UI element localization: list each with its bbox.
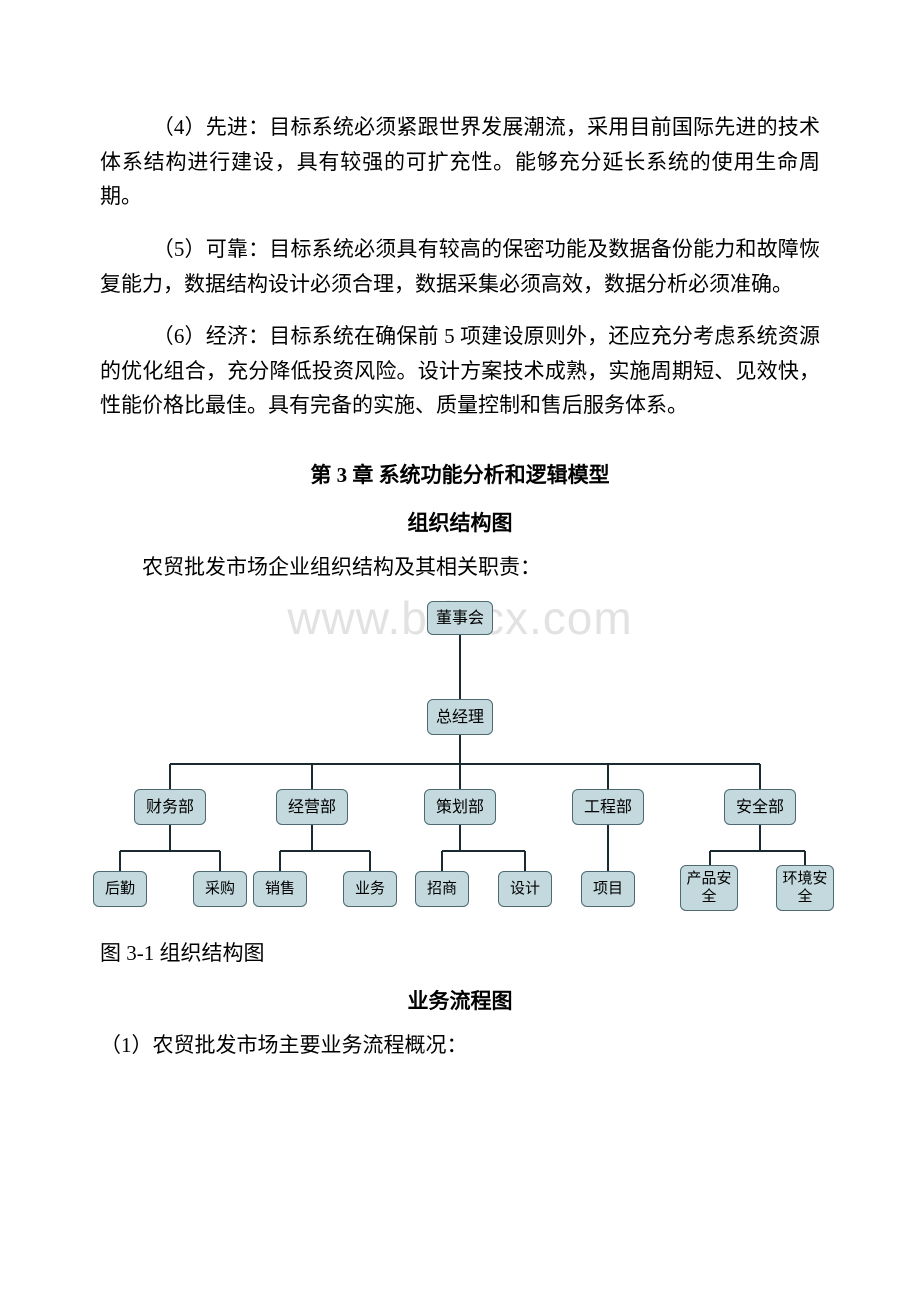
paragraph-6-text: （6）经济：目标系统在确保前 5 项建设原则外，还应充分考虑系统资源的优化组合，… [100, 324, 820, 417]
node-leaf-purchase: 采购 [193, 871, 247, 907]
section-2-title: 业务流程图 [100, 985, 820, 1015]
section-2-intro: （1）农贸批发市场主要业务流程概况： [100, 1029, 820, 1059]
section-1-intro-text: 农贸批发市场企业组织结构及其相关职责： [142, 555, 541, 579]
node-leaf-design: 设计 [498, 871, 552, 907]
node-leaf-logistics: 后勤 [93, 871, 147, 907]
node-dept-engineering: 工程部 [572, 789, 644, 825]
paragraph-5-text: （5）可靠：目标系统必须具有较高的保密功能及数据备份能力和故障恢复能力，数据结构… [100, 237, 820, 296]
node-leaf-sales: 销售 [253, 871, 307, 907]
node-leaf-business: 业务 [343, 871, 397, 907]
paragraph-4: （4）先进：目标系统必须紧跟世界发展潮流，采用目前国际先进的技术体系结构进行建设… [100, 110, 820, 214]
node-leaf-project: 项目 [581, 871, 635, 907]
node-gm: 总经理 [427, 699, 493, 735]
chapter-title: 第 3 章 系统功能分析和逻辑模型 [100, 459, 820, 489]
node-root: 董事会 [427, 601, 493, 635]
node-dept-finance: 财务部 [134, 789, 206, 825]
paragraph-4-text: （4）先进：目标系统必须紧跟世界发展潮流，采用目前国际先进的技术体系结构进行建设… [100, 115, 820, 208]
section-1-intro: 农贸批发市场企业组织结构及其相关职责： [100, 551, 820, 581]
node-leaf-invest: 招商 [415, 871, 469, 907]
figure-caption: 图 3-1 组织结构图 [100, 937, 820, 967]
paragraph-5: （5）可靠：目标系统必须具有较高的保密功能及数据备份能力和故障恢复能力，数据结构… [100, 232, 820, 301]
node-leaf-env-safety: 环境安全 [776, 865, 834, 911]
section-1-title: 组织结构图 [100, 507, 820, 537]
node-leaf-product-safety: 产品安全 [680, 865, 738, 911]
paragraph-6: （6）经济：目标系统在确保前 5 项建设原则外，还应充分考虑系统资源的优化组合，… [100, 319, 820, 423]
node-dept-planning: 策划部 [424, 789, 496, 825]
org-chart: 董事会 总经理 财务部 经营部 策划部 工程部 安全部 后勤 采购 销售 业务 … [80, 599, 840, 929]
node-dept-safety: 安全部 [724, 789, 796, 825]
node-dept-operations: 经营部 [276, 789, 348, 825]
